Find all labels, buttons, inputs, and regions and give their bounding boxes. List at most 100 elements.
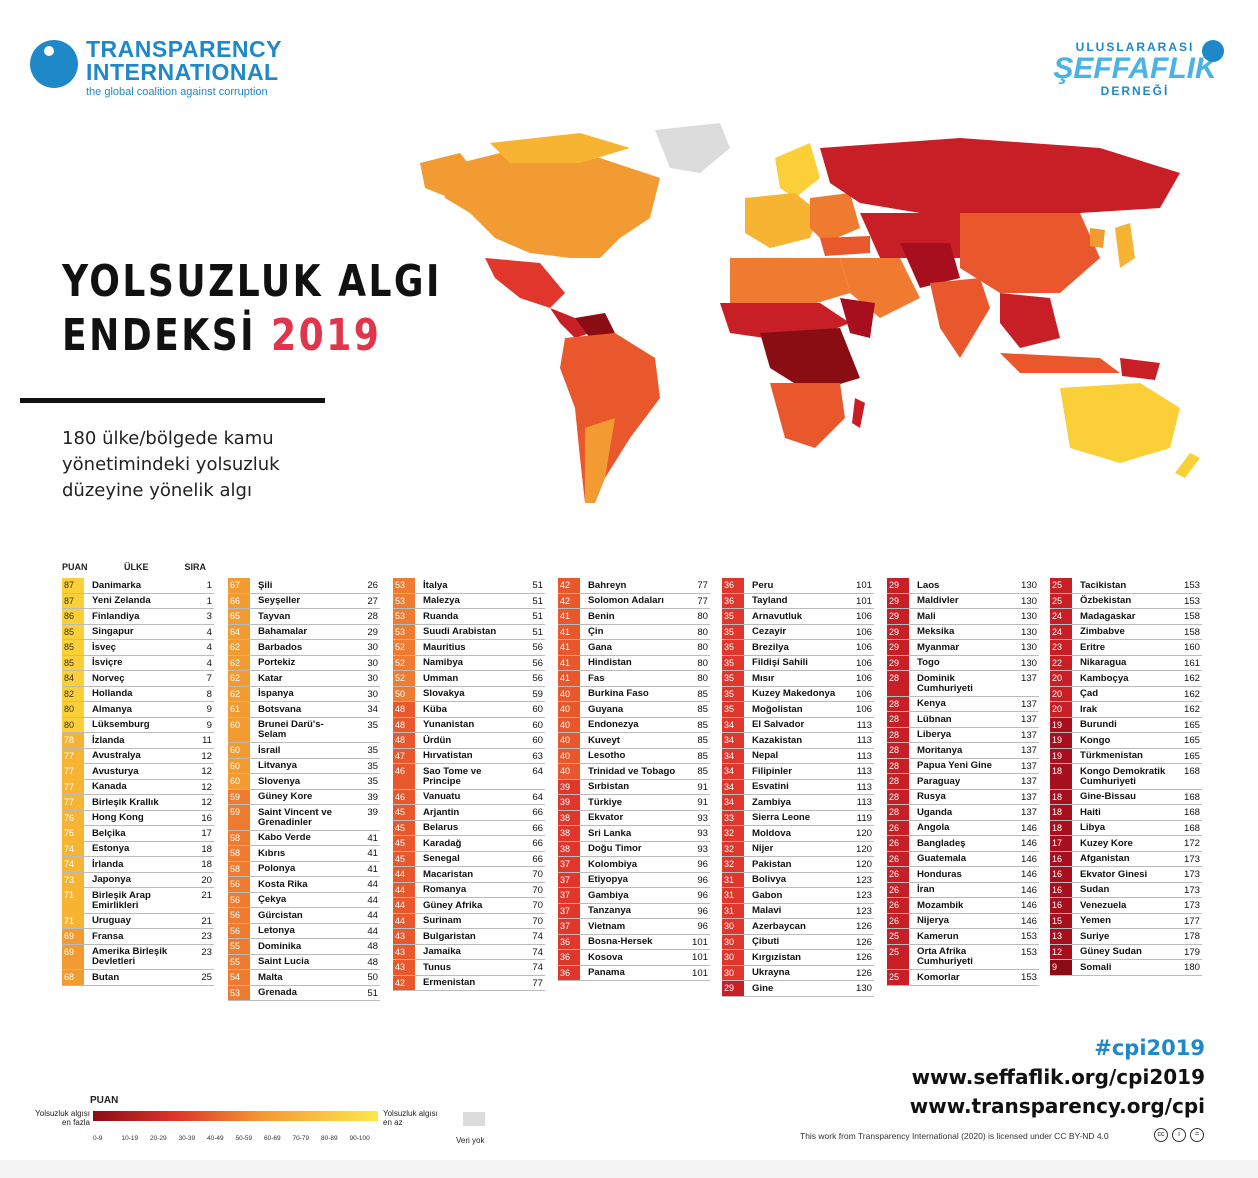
row-country: Malta <box>258 971 283 983</box>
row-country: Bulgaristan <box>423 930 476 942</box>
row-country: Kıbrıs <box>258 847 286 859</box>
row-rank: 106 <box>855 657 872 669</box>
row-country: Jamaika <box>423 946 461 957</box>
table-row: 85 İsviçre 4 <box>62 655 214 671</box>
row-country: Bangladeş <box>917 837 966 849</box>
table-row: 38 Sri Lanka 93 <box>558 826 710 842</box>
map-turkey <box>820 236 870 256</box>
table-row: 34 El Salvador 113 <box>722 717 874 733</box>
hashtag-link[interactable]: #cpi2019 <box>1094 1036 1205 1060</box>
row-rank: 1 <box>206 580 212 591</box>
legend-tick: 90-100 <box>349 1135 370 1142</box>
row-country: Ekvator <box>588 812 624 823</box>
row-rank: 130 <box>1020 626 1037 638</box>
row-score: 76 <box>62 810 84 825</box>
row-rank: 30 <box>367 688 378 700</box>
row-rank: 101 <box>691 967 708 979</box>
page-subtitle: 180 ülke/bölgede kamu yönetimindeki yols… <box>62 428 280 501</box>
row-country: Cezayir <box>752 626 787 637</box>
table-header <box>1050 560 1202 578</box>
legend-tick: 50-59 <box>235 1135 253 1142</box>
table-column: PUAN ÜLKE SIRA 87 Danimarka 1 87 Yeni Zelanda 1 8… <box>62 560 214 986</box>
row-score: 69 <box>62 944 84 969</box>
table-column: 42 Bahreyn 77 42 Solomon Adaları 77 41 Benin 80 4… <box>558 560 710 981</box>
table-row: 19 Kongo 165 <box>1050 733 1202 749</box>
row-country: Doğu Timor <box>588 843 642 854</box>
row-score: 41 <box>558 624 580 639</box>
row-country: Moritanya <box>917 744 963 756</box>
row-score: 53 <box>393 624 415 639</box>
row-country: Singapur <box>92 626 134 637</box>
row-country: Burundi <box>1080 719 1117 730</box>
row-score: 75 <box>62 826 84 841</box>
row-score: 62 <box>228 671 250 686</box>
map-papua <box>1120 358 1160 380</box>
row-rank: 23 <box>201 931 212 942</box>
row-rank: 51 <box>532 580 543 591</box>
row-country: Rusya <box>917 791 946 802</box>
row-score: 74 <box>62 841 84 856</box>
row-rank: 30 <box>367 657 378 669</box>
table-row: 52 Mauritius 56 <box>393 640 545 656</box>
table-row: 33 Sierra Leone 119 <box>722 810 874 826</box>
row-score: 28 <box>887 774 909 789</box>
row-country: Slovakya <box>423 688 465 699</box>
table-row: 62 Barbados 30 <box>228 640 380 656</box>
row-score: 37 <box>558 919 580 934</box>
row-country: Grenada <box>258 987 297 998</box>
row-rank: 165 <box>1183 719 1200 731</box>
row-country: Afganistan <box>1080 853 1130 864</box>
row-score: 78 <box>62 733 84 748</box>
row-score: 12 <box>1050 944 1072 959</box>
row-rank: 80 <box>697 673 708 684</box>
row-rank: 66 <box>532 838 543 849</box>
table-row: 41 Benin 80 <box>558 609 710 625</box>
row-rank: 16 <box>201 812 212 824</box>
row-country: Estonya <box>92 843 130 854</box>
row-score: 40 <box>558 702 580 717</box>
table-row: 23 Eritre 160 <box>1050 640 1202 656</box>
row-rank: 44 <box>367 910 378 921</box>
row-score: 37 <box>558 903 580 918</box>
table-row: 40 Lesotho 85 <box>558 748 710 764</box>
row-score: 20 <box>1050 702 1072 717</box>
table-row: 16 Ekvator Ginesi 173 <box>1050 867 1202 883</box>
row-rank: 41 <box>367 832 378 844</box>
row-country: Ukrayna <box>752 967 790 978</box>
table-row: 40 Endonezya 85 <box>558 717 710 733</box>
row-country: Özbekistan <box>1080 595 1132 606</box>
table-row: 35 Kuzey Makedonya 106 <box>722 686 874 702</box>
row-rank: 113 <box>856 797 872 808</box>
row-rank: 158 <box>1183 626 1200 638</box>
row-country: Fildişi Sahili <box>752 657 808 668</box>
row-country: Dominik Cumhuriyeti <box>917 672 973 694</box>
table-column: 36 Peru 101 36 Tayland 101 35 Arnavutluk 106 35 Ce… <box>722 560 874 997</box>
row-country: Umman <box>423 672 459 684</box>
table-row: 60 Slovenya 35 <box>228 774 380 790</box>
row-score: 25 <box>1050 578 1072 593</box>
row-country: Senegal <box>423 853 460 864</box>
table-row: 19 Burundi 165 <box>1050 717 1202 733</box>
row-country: Güney Sudan <box>1080 946 1142 957</box>
row-score: 53 <box>393 593 415 608</box>
row-score: 45 <box>393 836 415 851</box>
table-row: 34 Filipinler 113 <box>722 764 874 780</box>
row-rank: 17 <box>201 828 212 839</box>
transparency-url-link[interactable]: www.transparency.org/cpi <box>909 1094 1205 1118</box>
row-country: Kuzey Kore <box>1080 837 1133 849</box>
row-country: Somali <box>1080 961 1112 973</box>
title-word: ENDEKSİ <box>62 310 257 361</box>
row-rank: 146 <box>1020 869 1037 880</box>
table-row: 61 Botsvana 34 <box>228 702 380 718</box>
seffaflik-url-link[interactable]: www.seffaflik.org/cpi2019 <box>911 1065 1205 1089</box>
row-country: Şili <box>258 579 273 591</box>
row-score: 34 <box>722 748 744 763</box>
table-row: 37 Tanzanya 96 <box>558 903 710 919</box>
table-row: 25 Özbekistan 153 <box>1050 593 1202 609</box>
row-score: 55 <box>228 954 250 969</box>
row-rank: 96 <box>697 874 708 886</box>
row-score: 35 <box>722 702 744 717</box>
table-row: 46 Vanuatu 64 <box>393 789 545 805</box>
row-rank: 80 <box>697 611 708 622</box>
row-rank: 18 <box>201 859 212 870</box>
